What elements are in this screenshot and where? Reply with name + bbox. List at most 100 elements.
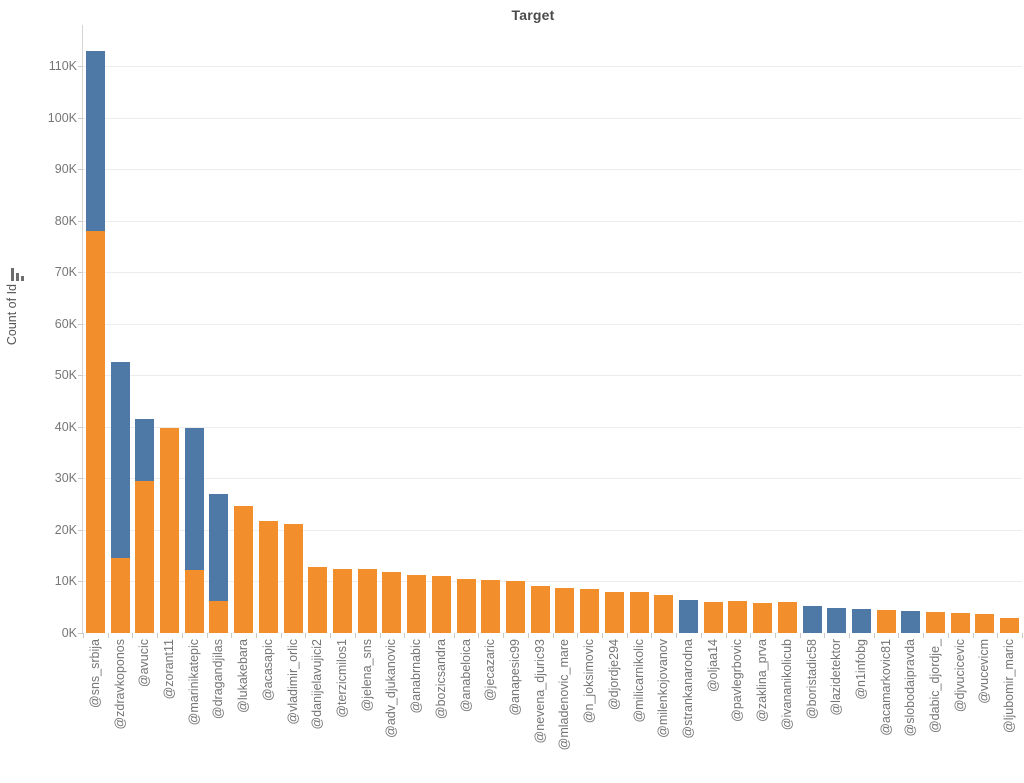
bar-segment-orange[interactable]	[160, 428, 179, 633]
bar-n1infobg[interactable]	[851, 609, 871, 633]
bar-segment-orange[interactable]	[1000, 618, 1020, 633]
bar-segment-orange[interactable]	[555, 588, 575, 633]
bar-milenkojovanov[interactable]	[654, 595, 674, 633]
bar-jelena_sns[interactable]	[357, 569, 377, 633]
bar-zorant11[interactable]	[160, 428, 179, 633]
y-axis-tick	[78, 169, 83, 171]
bar-oljaa14[interactable]	[703, 602, 723, 633]
bar-boristadic58[interactable]	[802, 606, 822, 633]
bar-segment-orange[interactable]	[728, 601, 748, 633]
bar-nevena_djuric93[interactable]	[530, 586, 550, 633]
bar-segment-blue[interactable]	[85, 51, 105, 231]
y-axis-tick	[78, 478, 83, 480]
bar-segment-orange[interactable]	[481, 580, 501, 633]
bar-segment-blue[interactable]	[110, 362, 130, 558]
x-axis-tick	[873, 633, 875, 638]
x-axis-tick	[898, 633, 900, 638]
bar-vladimir_orlic[interactable]	[283, 524, 303, 633]
bar-djvucicevic[interactable]	[950, 613, 970, 633]
x-category-label: @boristadic58	[804, 639, 819, 720]
bar-dabic_djordje_[interactable]	[926, 612, 945, 633]
bar-segment-orange[interactable]	[604, 592, 624, 633]
bar-avucic[interactable]	[135, 419, 155, 633]
x-category-label: @anabrnabic	[409, 639, 424, 714]
bar-adv_djukanovic[interactable]	[382, 572, 402, 633]
bar-segment-orange[interactable]	[530, 586, 550, 633]
bar-segment-orange[interactable]	[184, 570, 204, 633]
y-axis-title: Count of Id	[5, 284, 19, 346]
bar-segment-orange[interactable]	[258, 521, 278, 633]
bar-ivananikolicub[interactable]	[777, 602, 797, 633]
bar-zaklina_prva[interactable]	[753, 603, 772, 633]
bar-segment-orange[interactable]	[135, 481, 155, 633]
bar-mladenovic_mare[interactable]	[555, 588, 575, 633]
gridline	[83, 169, 1022, 171]
bar-segment-orange[interactable]	[505, 581, 525, 633]
bar-segment-orange[interactable]	[456, 579, 476, 633]
bar-terzicmilos1[interactable]	[333, 569, 352, 633]
bar-vucevicm[interactable]	[975, 614, 995, 633]
bar-segment-blue[interactable]	[678, 600, 698, 633]
bar-segment-orange[interactable]	[209, 601, 229, 633]
bar-segment-orange[interactable]	[308, 567, 328, 633]
bar-strankanarodna[interactable]	[678, 600, 698, 633]
x-category-label: @zdravkoponos	[112, 639, 127, 730]
bar-milicarnikolic[interactable]	[629, 592, 649, 633]
sort-icon-bar	[21, 276, 24, 281]
bar-acamarkovic81[interactable]	[876, 610, 896, 633]
x-category-label: @djordje294	[606, 639, 621, 711]
bar-segment-orange[interactable]	[975, 614, 995, 633]
bar-segment-blue[interactable]	[901, 611, 921, 633]
bar-djordje294[interactable]	[604, 592, 624, 633]
x-axis-tick	[799, 633, 801, 638]
x-category-label: @zaklina_prva	[755, 639, 769, 722]
bar-lukakebara[interactable]	[234, 506, 254, 633]
bar-segment-orange[interactable]	[234, 506, 254, 633]
bar-acasapic[interactable]	[258, 521, 278, 633]
bar-segment-orange[interactable]	[703, 602, 723, 633]
bar-segment-orange[interactable]	[753, 603, 772, 633]
x-category-label: @ivananikolicub	[779, 639, 794, 731]
bar-segment-blue[interactable]	[184, 428, 204, 570]
bar-anabeloica[interactable]	[456, 579, 476, 633]
bar-pavlegrbovic[interactable]	[728, 601, 748, 633]
bar-segment-orange[interactable]	[950, 613, 970, 633]
bar-segment-orange[interactable]	[85, 231, 105, 633]
bar-dragandjilas[interactable]	[209, 494, 229, 633]
bar-segment-orange[interactable]	[407, 575, 427, 633]
bar-n_joksimovic[interactable]	[580, 589, 600, 633]
bar-anapesic99[interactable]	[505, 581, 525, 633]
bar-segment-orange[interactable]	[333, 569, 352, 633]
bar-segment-orange[interactable]	[926, 612, 945, 633]
sort-descending-icon[interactable]	[11, 268, 26, 281]
bar-segment-blue[interactable]	[802, 606, 822, 633]
bar-segment-orange[interactable]	[876, 610, 896, 633]
x-axis-tick	[107, 633, 109, 638]
bar-segment-blue[interactable]	[851, 609, 871, 633]
bar-slobodaipravda[interactable]	[901, 611, 921, 633]
bar-segment-orange[interactable]	[431, 576, 451, 633]
bar-segment-blue[interactable]	[209, 494, 229, 601]
bar-segment-orange[interactable]	[654, 595, 674, 633]
bar-segment-orange[interactable]	[110, 558, 130, 633]
bar-segment-blue[interactable]	[135, 419, 155, 481]
bar-segment-orange[interactable]	[283, 524, 303, 633]
x-axis-tick	[478, 633, 480, 638]
bar-segment-orange[interactable]	[777, 602, 797, 633]
bar-lazidetektor[interactable]	[827, 608, 847, 633]
bar-segment-orange[interactable]	[629, 592, 649, 633]
bar-sns_srbija[interactable]	[85, 51, 105, 633]
bar-segment-orange[interactable]	[580, 589, 600, 633]
x-category-label: @danijelavujici2	[310, 639, 325, 730]
bar-danijelavujici2[interactable]	[308, 567, 328, 633]
bar-segment-orange[interactable]	[382, 572, 402, 633]
bar-zdravkoponos[interactable]	[110, 362, 130, 633]
x-category-label: @pavlegrbovic	[730, 639, 745, 722]
bar-bozicsandra[interactable]	[431, 576, 451, 633]
bar-ljubomir_maric[interactable]	[1000, 618, 1020, 633]
bar-marinikatepic[interactable]	[184, 428, 204, 633]
bar-segment-blue[interactable]	[827, 608, 847, 633]
bar-segment-orange[interactable]	[357, 569, 377, 633]
bar-anabrnabic[interactable]	[407, 575, 427, 633]
bar-jecazaric[interactable]	[481, 580, 501, 633]
